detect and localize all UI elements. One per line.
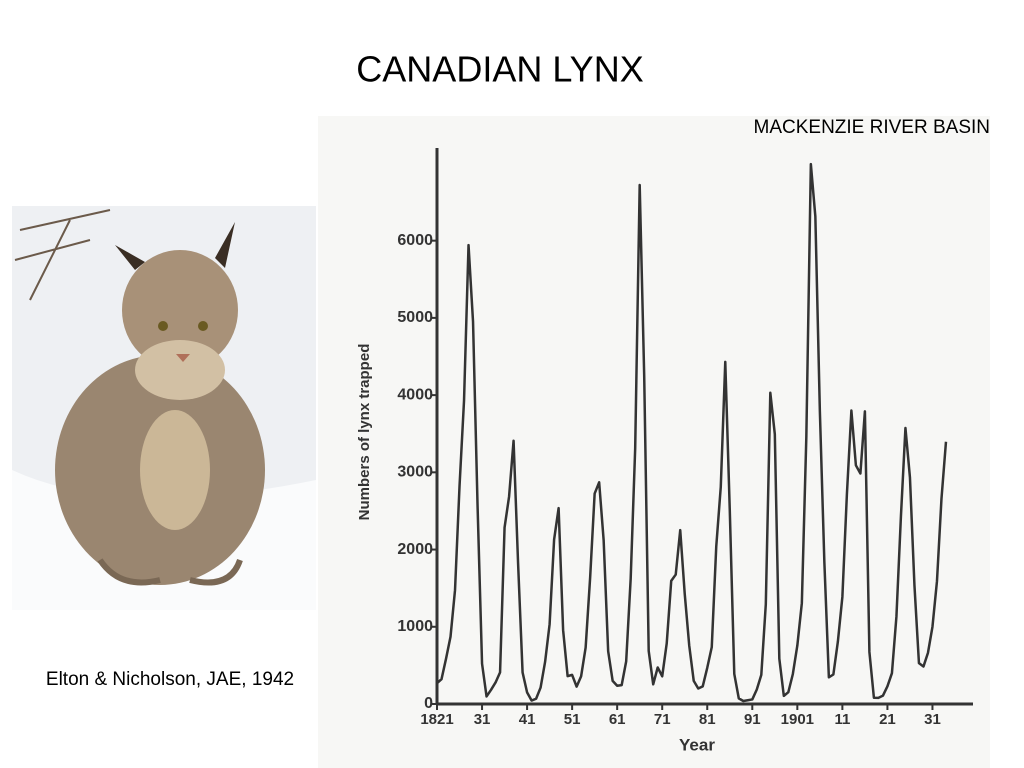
- x-tick-label: 31: [924, 711, 941, 728]
- x-tick-label: 1821: [420, 711, 453, 728]
- y-tick-label: 4000: [397, 386, 433, 403]
- slide-title: CANADIAN LYNX: [356, 49, 643, 90]
- y-tick-label: 6000: [397, 232, 433, 249]
- x-tick-label: 1901: [781, 711, 814, 728]
- x-tick-label: 71: [654, 711, 671, 728]
- y-tick-label: 5000: [397, 309, 433, 326]
- x-tick-label: 21: [879, 711, 896, 728]
- citation: Elton & Nicholson, JAE, 1942: [46, 669, 294, 690]
- scan-background: [318, 116, 990, 768]
- lynx-photo: [12, 206, 316, 610]
- y-tick-label: 0: [424, 695, 433, 712]
- x-tick-label: 51: [564, 711, 581, 728]
- data-line: [436, 162, 948, 703]
- y-tick-label: 3000: [397, 464, 433, 481]
- y-tick-label: 2000: [397, 541, 433, 558]
- y-tick-label: 1000: [397, 618, 433, 635]
- y-axis-title: Numbers of lynx trapped: [356, 344, 373, 521]
- x-tick-label: 91: [744, 711, 761, 728]
- subtitle: MACKENZIE RIVER BASIN: [754, 117, 991, 138]
- x-tick-label: 11: [834, 711, 850, 728]
- x-axis-title: Year: [679, 735, 715, 754]
- x-tick-label: 81: [699, 711, 716, 728]
- x-tick-label: 61: [609, 711, 626, 728]
- x-tick-label: 31: [474, 711, 491, 728]
- x-tick-label: 41: [519, 711, 536, 728]
